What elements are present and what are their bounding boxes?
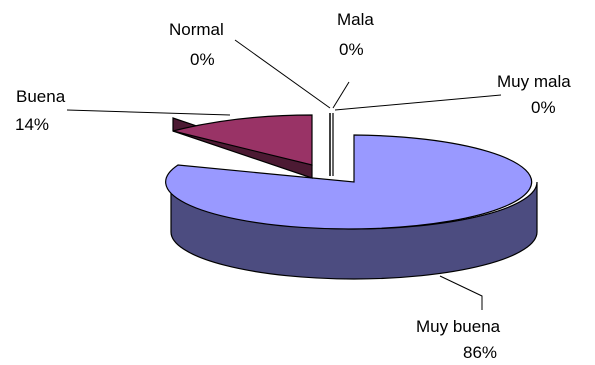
leader-buena	[66, 109, 231, 116]
label-muy-mala-name: Muy mala	[497, 72, 571, 91]
label-normal-name: Normal	[169, 20, 224, 39]
leader-muy-buena	[439, 275, 483, 310]
label-mala-name: Mala	[337, 10, 374, 29]
leader-mala	[332, 81, 350, 109]
slice-muy-buena	[165, 134, 538, 280]
label-muy-buena-name: Muy buena	[416, 317, 501, 336]
leader-muy-mala	[334, 94, 502, 111]
label-muy-mala-value: 0%	[531, 98, 556, 117]
label-buena-name: Buena	[16, 87, 66, 106]
label-muy-buena-value: 86%	[463, 343, 497, 362]
label-normal-value: 0%	[190, 50, 215, 69]
leader-normal	[234, 39, 331, 109]
label-mala-value: 0%	[339, 40, 364, 59]
slice-buena-top	[172, 114, 313, 166]
slice-muy-buena-top	[165, 134, 533, 230]
label-buena-value: 14%	[15, 115, 49, 134]
slice-buena	[172, 114, 313, 179]
